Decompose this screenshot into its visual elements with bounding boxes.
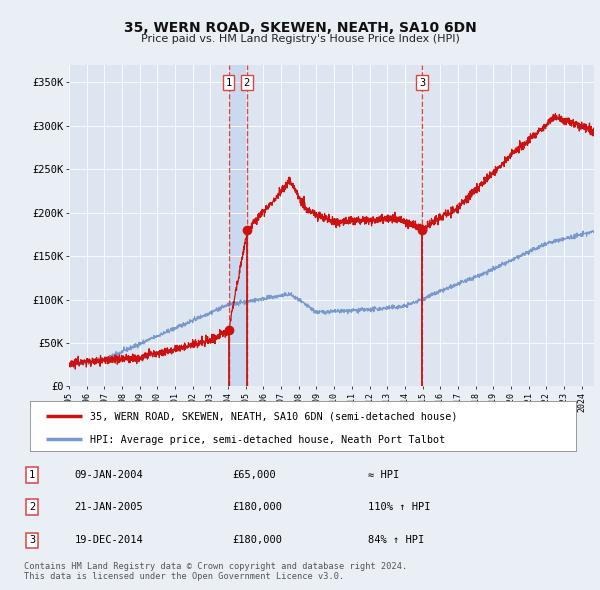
Text: 35, WERN ROAD, SKEWEN, NEATH, SA10 6DN: 35, WERN ROAD, SKEWEN, NEATH, SA10 6DN	[124, 21, 476, 35]
Text: 21-JAN-2005: 21-JAN-2005	[74, 503, 143, 512]
Text: Contains HM Land Registry data © Crown copyright and database right 2024.: Contains HM Land Registry data © Crown c…	[24, 562, 407, 571]
Text: 19-DEC-2014: 19-DEC-2014	[74, 536, 143, 546]
Bar	[229, 65, 247, 386]
Text: 2: 2	[29, 503, 35, 512]
Text: ≈ HPI: ≈ HPI	[368, 470, 399, 480]
Text: HPI: Average price, semi-detached house, Neath Port Talbot: HPI: Average price, semi-detached house,…	[90, 435, 445, 445]
Text: £180,000: £180,000	[232, 503, 283, 512]
Text: 84% ↑ HPI: 84% ↑ HPI	[368, 536, 424, 546]
Text: Price paid vs. HM Land Registry's House Price Index (HPI): Price paid vs. HM Land Registry's House …	[140, 34, 460, 44]
Text: 1: 1	[226, 78, 232, 88]
Text: 3: 3	[29, 536, 35, 546]
Text: 35, WERN ROAD, SKEWEN, NEATH, SA10 6DN (semi-detached house): 35, WERN ROAD, SKEWEN, NEATH, SA10 6DN (…	[90, 411, 458, 421]
Text: 1: 1	[29, 470, 35, 480]
Text: 2: 2	[244, 78, 250, 88]
Text: £180,000: £180,000	[232, 536, 283, 546]
Text: 09-JAN-2004: 09-JAN-2004	[74, 470, 143, 480]
Text: £65,000: £65,000	[232, 470, 276, 480]
Text: This data is licensed under the Open Government Licence v3.0.: This data is licensed under the Open Gov…	[24, 572, 344, 581]
Text: 110% ↑ HPI: 110% ↑ HPI	[368, 503, 430, 512]
Text: 3: 3	[419, 78, 425, 88]
